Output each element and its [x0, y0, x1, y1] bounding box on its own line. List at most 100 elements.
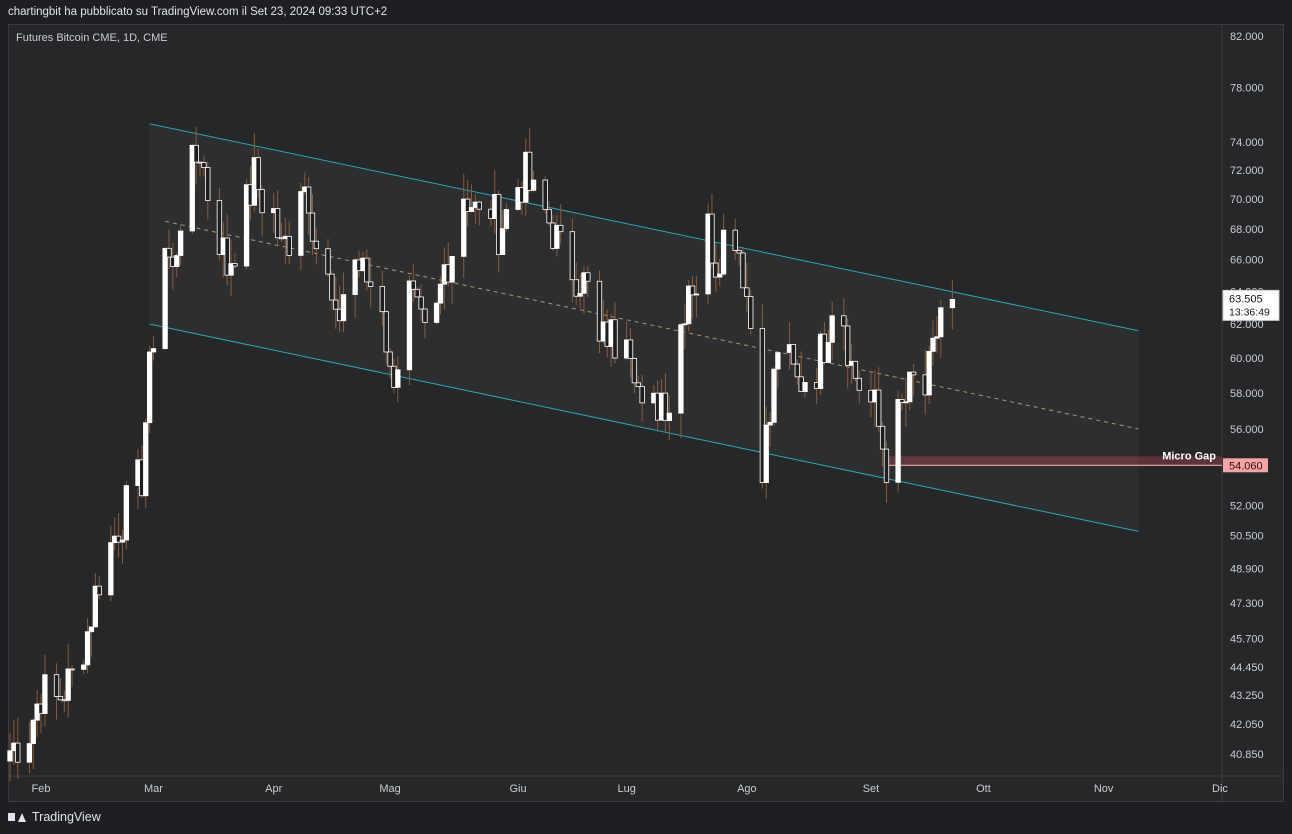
candle-down [476, 201, 482, 210]
candle-down [732, 229, 738, 251]
channel-fill [150, 124, 1139, 532]
footer-brand-text: TradingView [32, 810, 101, 824]
candle-down [759, 328, 766, 483]
candle-down [274, 208, 281, 239]
candle-up [767, 421, 773, 426]
candle-down [713, 262, 719, 278]
candle-down [329, 273, 335, 301]
candle-down [899, 399, 905, 403]
candle-down [224, 237, 230, 276]
candle-up [433, 302, 440, 323]
month-tick-label: Giu [509, 783, 526, 795]
candle-down [744, 287, 750, 297]
candle-down [115, 535, 122, 543]
candle-down [585, 272, 591, 282]
candle-up [395, 369, 401, 388]
candle-up [577, 292, 583, 297]
candle-up [162, 247, 168, 349]
candle-down [15, 742, 21, 763]
price-tick-label: 56.000 [1230, 424, 1264, 436]
candle-up [449, 255, 455, 283]
candle-down [414, 288, 420, 298]
candle-up [65, 668, 71, 701]
candle-down [852, 360, 859, 379]
candle-down [368, 281, 374, 287]
candle-up [903, 401, 909, 404]
footer-branding[interactable]: TradingView [8, 806, 101, 828]
month-tick-label: Mar [144, 783, 163, 795]
candle-up [771, 368, 777, 423]
month-tick-label: Feb [32, 783, 51, 795]
candle-down [879, 425, 886, 450]
candle-up [666, 412, 672, 421]
price-tick-label: 62.000 [1230, 319, 1264, 331]
price-tick-label: 66.000 [1230, 255, 1264, 267]
candle-down [527, 151, 533, 191]
price-tick-label: 43.250 [1230, 690, 1264, 702]
price-tick-label: 74.000 [1230, 137, 1264, 149]
price-tick-label: 60.000 [1230, 353, 1264, 365]
month-tick-label: Ott [976, 783, 991, 795]
last-price-box [1222, 289, 1280, 321]
candle-down [325, 248, 331, 275]
candle-up [930, 337, 936, 352]
candle-up [437, 283, 444, 304]
candle-up [934, 336, 940, 339]
candle-down [627, 339, 634, 359]
candle-up [26, 743, 33, 763]
candle-down [845, 325, 851, 366]
chart-pane[interactable] [8, 24, 1284, 802]
candle-down [255, 157, 261, 190]
candle-down [422, 308, 428, 323]
symbol-legend[interactable]: Futures Bitcoin CME, 1D, CME [16, 32, 168, 44]
candle-down [748, 296, 754, 329]
candle-down [387, 351, 393, 367]
price-tick-label: 72.000 [1230, 165, 1264, 177]
candle-down [205, 167, 211, 201]
month-tick-label: Nov [1094, 783, 1114, 795]
price-tick-label: 78.000 [1230, 83, 1264, 95]
price-tick-label: 45.700 [1230, 633, 1264, 645]
micro-gap-label: Micro Gap [1162, 450, 1216, 462]
candle-up [686, 285, 692, 325]
candle-down [313, 240, 320, 250]
candle-down [794, 363, 800, 378]
candle-down [232, 263, 238, 267]
candle-up [42, 674, 48, 714]
candle-down [305, 186, 312, 214]
candle-down [635, 382, 641, 387]
candle-up [7, 750, 13, 762]
price-tick-label: 44.450 [1230, 662, 1264, 674]
candle-up [174, 255, 180, 267]
candle-up [92, 585, 98, 628]
candle-down [546, 208, 552, 224]
candle-down [736, 250, 742, 254]
candle-up [298, 191, 304, 256]
candle-down [841, 315, 847, 327]
publish-header: chartingbit ha pubblicato su TradingView… [0, 0, 1292, 24]
candle-up [340, 294, 347, 322]
month-tick-label: Mag [379, 783, 400, 795]
candle-down [286, 235, 292, 256]
candle-up [119, 539, 126, 543]
candle-up [720, 229, 727, 275]
candle-up [123, 485, 129, 541]
candle-down [569, 231, 575, 281]
last-price-countdown: 13:36:49 [1229, 306, 1270, 318]
candle-up [763, 424, 769, 483]
candle-down [790, 344, 797, 365]
candle-up [150, 348, 157, 353]
candle-up [143, 422, 149, 497]
candle-down [573, 279, 579, 297]
price-tick-label: 58.000 [1230, 388, 1264, 400]
gap-price-box [1223, 458, 1268, 473]
candle-up [802, 382, 808, 392]
candle-down [166, 247, 172, 258]
candle-up [829, 315, 835, 343]
candle-up [108, 542, 114, 596]
price-tick-label: 42.050 [1230, 719, 1264, 731]
month-tick-label: Lug [617, 783, 635, 795]
tradingview-logo-icon [8, 811, 26, 823]
candle-up [406, 280, 413, 371]
